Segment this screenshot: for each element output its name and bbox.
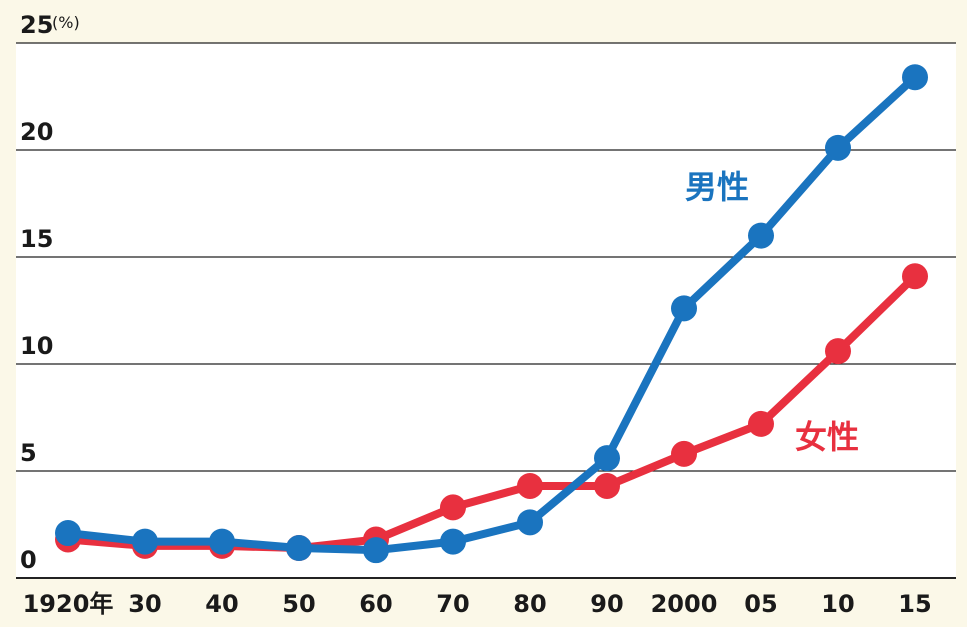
data-point-male [440, 528, 466, 555]
data-point-female [671, 440, 697, 467]
x-tick-label: 90 [590, 590, 623, 618]
data-point-female [825, 338, 851, 365]
y-tick-label: 5 [20, 439, 37, 467]
plot-area [16, 43, 956, 578]
y-tick-label: 10 [20, 332, 53, 360]
data-point-male [209, 528, 235, 555]
data-point-male [594, 445, 620, 472]
x-tick-label: 1920年 [23, 590, 114, 618]
x-tick-label: 05 [744, 590, 777, 618]
y-tick-label: 0 [20, 546, 37, 574]
y-tick-label: 25 [20, 11, 53, 39]
data-point-female [440, 494, 466, 521]
x-tick-label: 60 [359, 590, 392, 618]
y-tick-label: 15 [20, 225, 53, 253]
data-point-male [132, 528, 158, 555]
series-group [55, 64, 928, 564]
data-point-male [286, 535, 312, 562]
data-point-male [825, 134, 851, 161]
y-axis-unit: (%) [52, 13, 80, 32]
data-point-male [671, 295, 697, 322]
data-point-male [517, 509, 543, 536]
x-tick-label: 30 [128, 590, 161, 618]
x-axis-ticks: 1920年 30 40 50 60 70 80 90 2000 05 10 15 [23, 590, 932, 618]
data-point-male [55, 520, 81, 547]
x-tick-label: 40 [205, 590, 238, 618]
series-label-male: 男性 [685, 168, 749, 206]
y-axis-ticks: 0 5 10 15 20 25 [20, 11, 53, 574]
x-tick-label: 80 [513, 590, 546, 618]
data-point-male [902, 64, 928, 91]
data-point-female [902, 263, 928, 290]
y-tick-label: 20 [20, 118, 53, 146]
x-tick-label: 10 [821, 590, 854, 618]
series-label-female: 女性 [795, 418, 859, 456]
data-point-female [594, 472, 620, 499]
x-tick-label: 70 [436, 590, 469, 618]
data-point-female [517, 472, 543, 499]
x-tick-label: 2000 [651, 590, 718, 618]
data-point-male [748, 222, 774, 249]
x-tick-label: 15 [898, 590, 931, 618]
x-tick-label: 50 [282, 590, 315, 618]
data-point-male [363, 537, 389, 564]
data-point-female [748, 410, 774, 437]
gridlines [16, 42, 956, 579]
